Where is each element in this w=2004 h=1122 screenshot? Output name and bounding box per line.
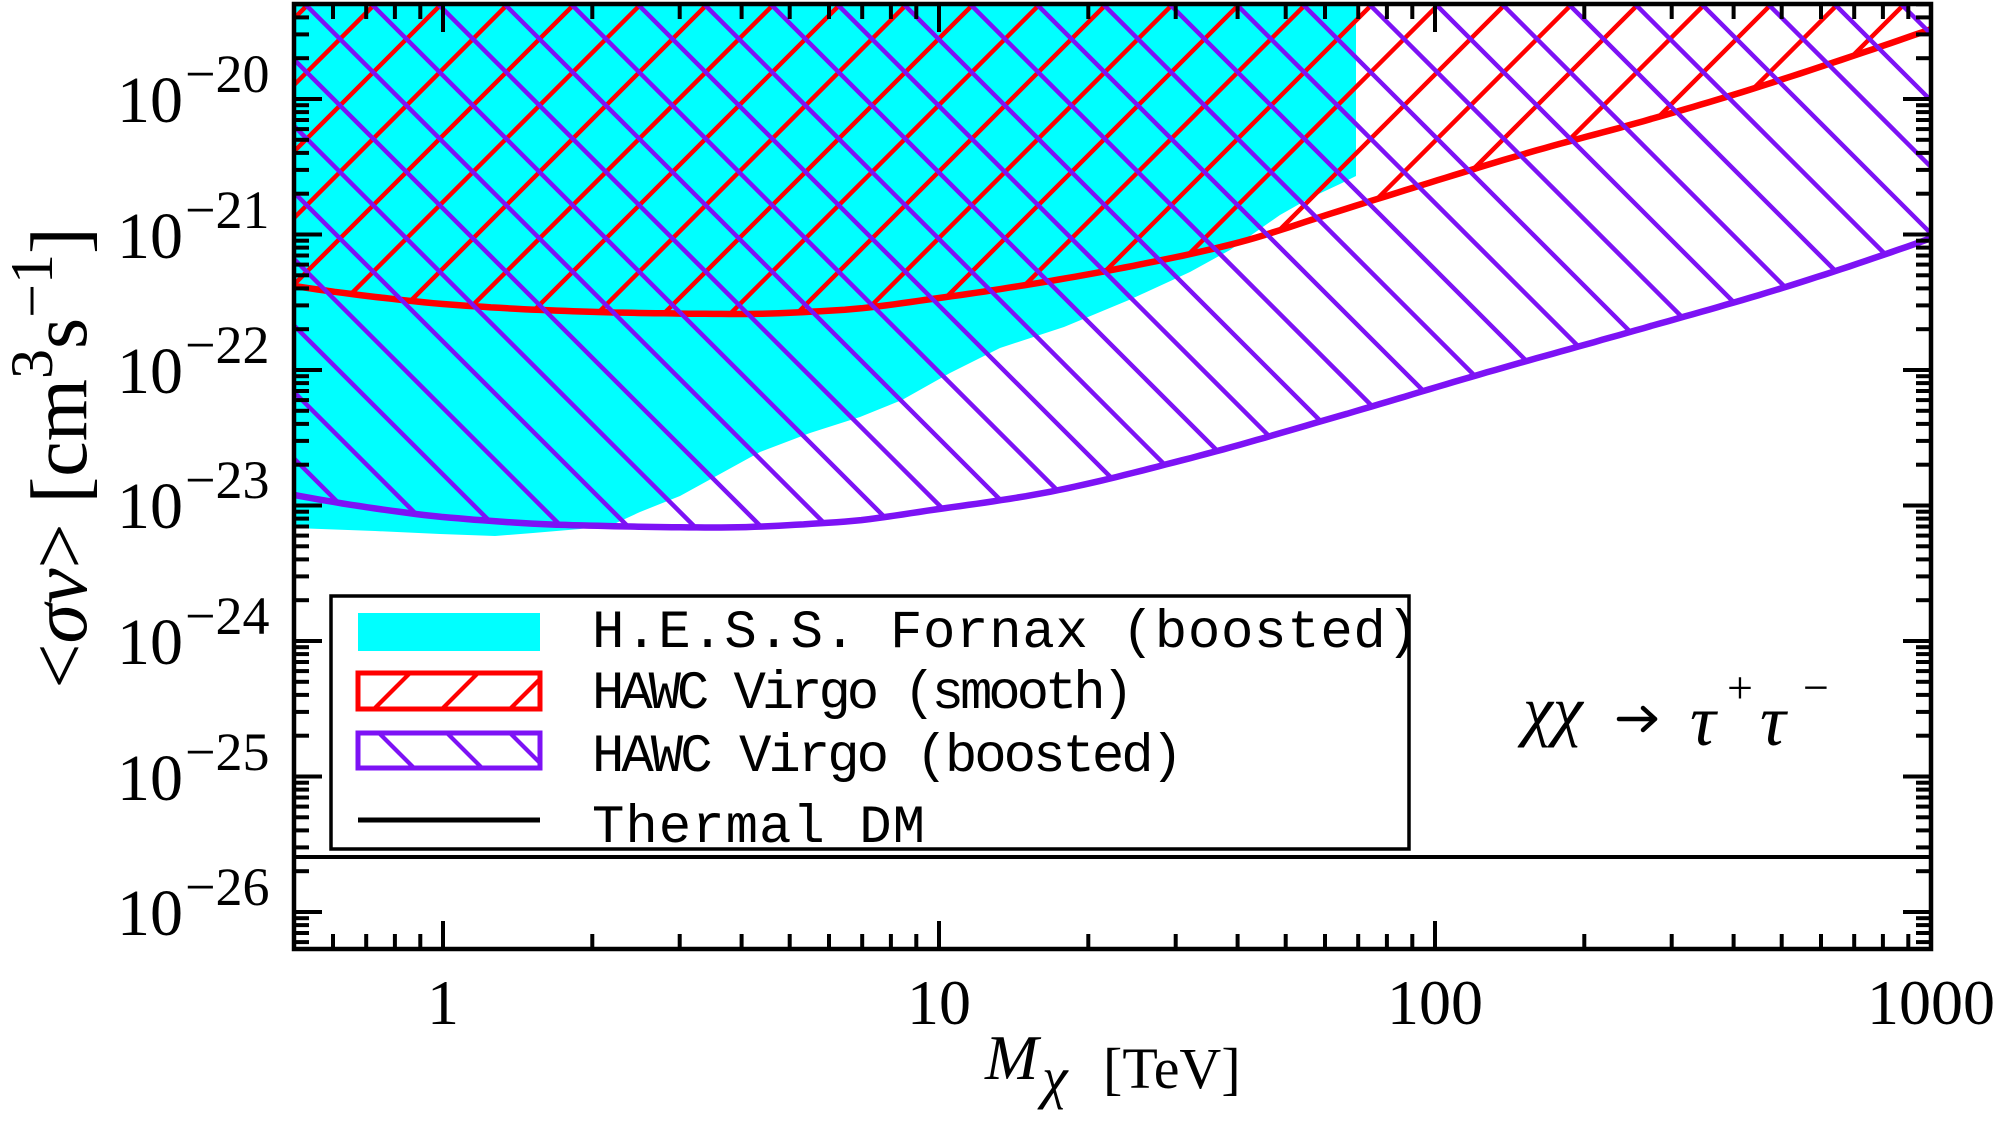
svg-text:10: 10 xyxy=(117,742,183,815)
svg-text:M: M xyxy=(984,1022,1042,1093)
svg-text:[TeV]: [TeV] xyxy=(1103,1036,1241,1101)
svg-text:−23: −23 xyxy=(185,450,269,510)
svg-text:100: 100 xyxy=(1387,967,1483,1038)
svg-text:−21: −21 xyxy=(185,180,269,240)
svg-text:HAWC Virgo (smooth): HAWC Virgo (smooth) xyxy=(592,664,1130,725)
svg-text:10: 10 xyxy=(907,967,971,1038)
svg-text:H.E.S.S. Fornax (boosted): H.E.S.S. Fornax (boosted) xyxy=(592,603,1420,664)
svg-text:χ: χ xyxy=(1037,1045,1069,1110)
svg-text:10: 10 xyxy=(117,470,183,543)
svg-text:10: 10 xyxy=(117,606,183,679)
svg-text:−24: −24 xyxy=(185,586,269,646)
svg-text:χχ: χχ xyxy=(1517,672,1585,748)
svg-text:τ: τ xyxy=(1690,681,1718,761)
svg-text:−22: −22 xyxy=(185,315,269,375)
svg-text:τ: τ xyxy=(1760,681,1788,761)
svg-text:Thermal DM: Thermal DM xyxy=(592,798,926,859)
svg-text:+: + xyxy=(1727,662,1753,713)
svg-text:10: 10 xyxy=(117,877,183,950)
svg-text:1000: 1000 xyxy=(1867,967,1995,1038)
svg-text:−26: −26 xyxy=(185,857,269,917)
svg-text:HAWC Virgo (boosted): HAWC Virgo (boosted) xyxy=(592,727,1180,788)
svg-text:−25: −25 xyxy=(185,722,269,782)
svg-text:−: − xyxy=(1803,662,1829,713)
svg-text:10: 10 xyxy=(117,335,183,408)
svg-text:10: 10 xyxy=(117,200,183,273)
svg-text:1: 1 xyxy=(427,967,459,1038)
svg-text:10: 10 xyxy=(117,64,183,137)
svg-text:−20: −20 xyxy=(185,44,269,104)
